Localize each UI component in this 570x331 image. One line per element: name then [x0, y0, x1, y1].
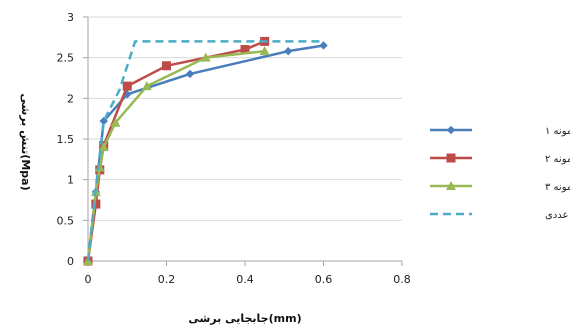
- legend-label-4: مدلسازی عددی: [545, 210, 570, 221]
- legend-item-1: نمونه ۱: [430, 125, 570, 137]
- y-tick-label-3: 1.5: [57, 133, 75, 146]
- series-2-point-5: [162, 61, 171, 71]
- x-tick-label-0: 0: [85, 273, 92, 286]
- series-4: [86, 40, 324, 262]
- series-2-point-6: [240, 45, 250, 55]
- y-axis-title: (Mpa)تنش برشی: [19, 93, 32, 190]
- axes: 0 0.5 1 1.5 2 2.5 3 0 0.2 0.4 0.6 0.8: [57, 11, 411, 286]
- series-1-point-2: [99, 116, 108, 126]
- y-tick-label-4: 2: [67, 92, 74, 105]
- y-tick-label-2: 1: [67, 174, 74, 187]
- grid: [88, 16, 402, 221]
- series-1: [83, 41, 328, 266]
- y-tick-label-6: 3: [67, 11, 74, 24]
- legend-label-2: نمونه ۲: [545, 154, 570, 165]
- legend-item-2: نمونه ۲: [430, 153, 570, 165]
- y-tick-label-5: 2.5: [57, 52, 75, 65]
- y-tick-label-1: 0.5: [57, 214, 75, 227]
- y-tick-label-0: 0: [67, 255, 74, 268]
- legend: نمونه ۱ نمونه ۲ نمونه ۳ مدلسازی عددی: [430, 125, 570, 221]
- series-4-line: [86, 40, 324, 262]
- series-3: [83, 46, 270, 265]
- series-1-point-5: [283, 46, 293, 56]
- legend-label-1: نمونه ۱: [545, 126, 570, 137]
- x-tick-label-4: 0.8: [393, 273, 411, 286]
- x-tick-label-3: 0.6: [315, 273, 333, 286]
- series-2-line: [86, 40, 266, 262]
- series-layer: [83, 36, 328, 266]
- x-tick-label-2: 0.4: [236, 273, 254, 286]
- series-3-point-6: [200, 52, 211, 62]
- legend-marker-3: [446, 181, 456, 190]
- legend-marker-2: [446, 153, 456, 163]
- legend-marker-1: [446, 125, 456, 135]
- series-3-point-3: [98, 142, 109, 152]
- series-3-point-7: [259, 46, 270, 56]
- legend-label-3: نمونه ۳: [545, 182, 570, 193]
- x-axis-title: (mm)جابجایی برشی: [188, 312, 301, 325]
- series-1-point-3: [123, 90, 132, 99]
- series-1-point-4: [185, 69, 195, 79]
- series-2-point-1: [91, 199, 101, 209]
- series-3-line: [86, 49, 265, 262]
- series-1-point-6: [319, 41, 328, 50]
- legend-item-3: نمونه ۳: [430, 181, 570, 193]
- series-3-point-5: [141, 81, 152, 91]
- x-tick-label-1: 0.2: [158, 273, 176, 286]
- legend-item-4: مدلسازی عددی: [430, 210, 570, 221]
- series-2-point-4: [122, 81, 132, 91]
- series-3-point-4: [110, 117, 121, 127]
